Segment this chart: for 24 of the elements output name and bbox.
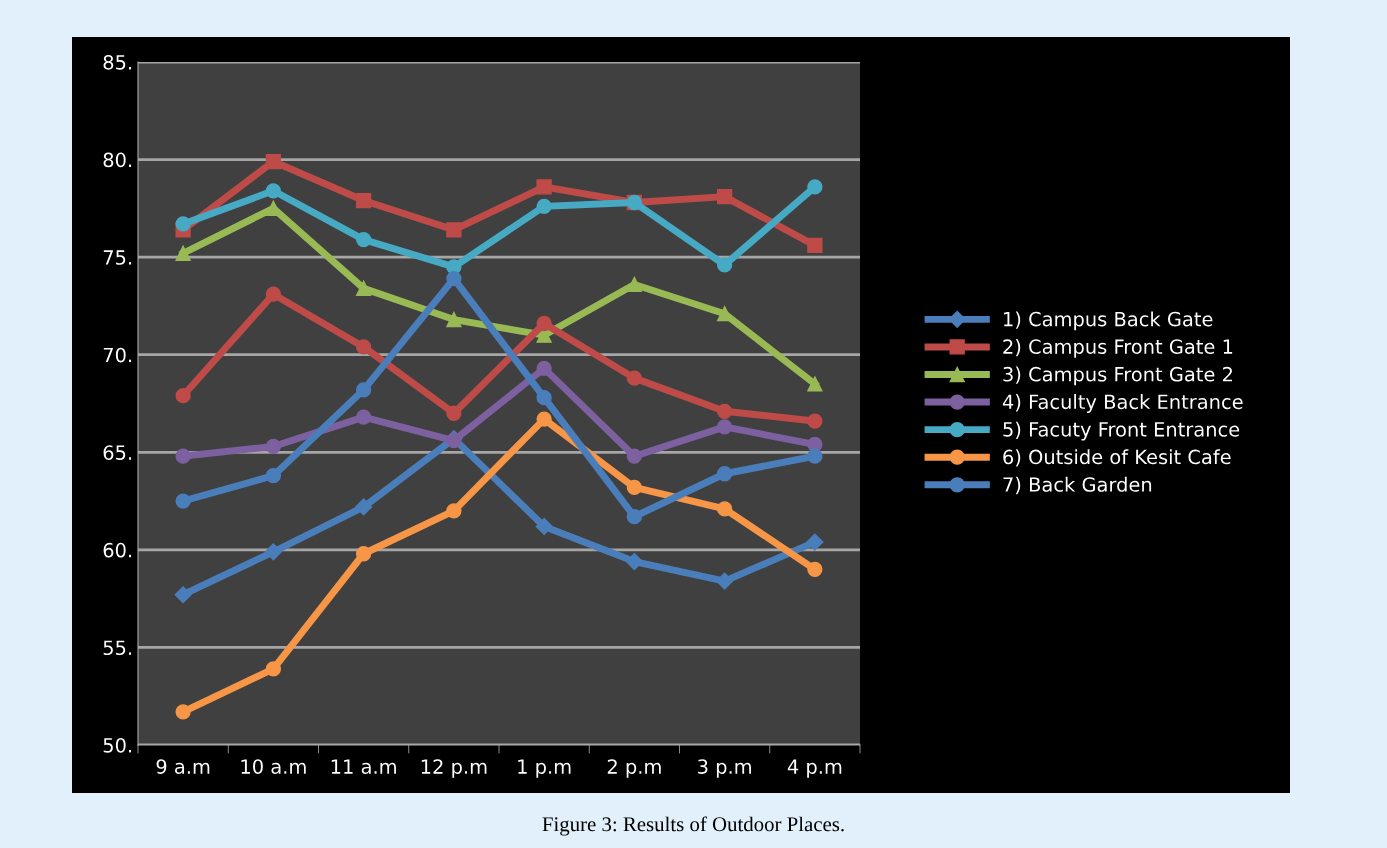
x-tick-label: 12 p.m	[421, 759, 487, 778]
x-tick-label: 4 p.m	[787, 759, 842, 778]
x-tick-label: 1 p.m	[518, 759, 571, 778]
legend-label: 3) Campus Front Gate 2	[1003, 366, 1233, 386]
legend-label: 4) Faculty Back Entrance	[1002, 394, 1243, 413]
legend-label: 1) Campus Back Gate	[1004, 311, 1213, 331]
x-tick-label: 10 a.m	[241, 759, 306, 774]
y-tick-label: 50.	[103, 737, 132, 753]
y-tick-label: 80.	[103, 152, 132, 168]
caption: Figure 3: Results of Outdoor Places.	[542, 816, 844, 836]
y-tick-label: 85.	[103, 54, 132, 70]
legend-label: 7) Back Garden	[1003, 476, 1152, 495]
x-tick-label: 9 a.m	[156, 759, 210, 774]
y-tick-label: 60.	[103, 542, 132, 558]
legend-label: 6) Outside of Kesit Cafe	[1003, 449, 1231, 467]
y-tick-label: 75.	[103, 250, 132, 265]
y-tick-label: 55.	[103, 640, 132, 656]
legend-label: 5) Facuty Front Entrance	[1003, 421, 1240, 441]
y-tick-label: 70.	[103, 347, 132, 363]
x-tick-label: 3 p.m	[698, 759, 751, 778]
x-tick-label: 11 a.m	[331, 759, 396, 774]
legend-label: 2) Campus Front Gate 1	[1003, 338, 1233, 358]
x-tick-label: 2 p.m	[607, 759, 661, 778]
y-tick-label: 65.	[103, 445, 132, 460]
